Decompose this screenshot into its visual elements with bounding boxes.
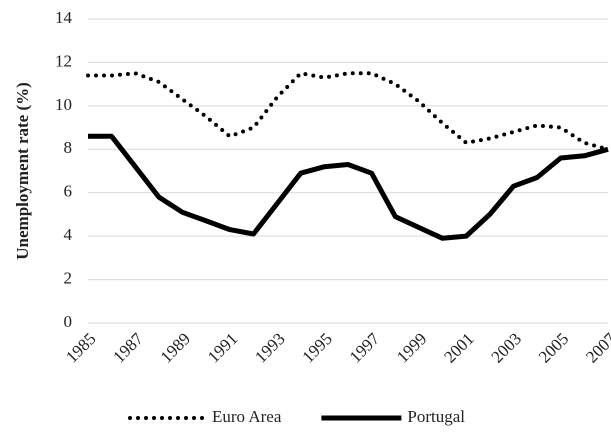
legend-label: Portugal	[407, 407, 465, 426]
y-tick-label: 14	[55, 8, 73, 27]
y-axis-title: Unemployment rate (%)	[13, 82, 32, 260]
y-tick-label: 0	[64, 312, 73, 331]
x-tick-label: 1989	[157, 329, 194, 366]
x-tick-label: 1987	[109, 329, 147, 367]
y-tick-label: 10	[55, 95, 72, 114]
x-tick-label: 1985	[62, 329, 99, 366]
line-series	[86, 71, 610, 152]
x-tick-label: 1997	[346, 329, 384, 367]
y-tick-label: 8	[64, 138, 73, 157]
x-tick-label: 1999	[393, 329, 430, 366]
x-tick-label: 1995	[298, 329, 335, 366]
y-tick-label: 12	[55, 51, 72, 70]
x-tick-label: 1991	[204, 329, 241, 366]
y-tick-label: 2	[64, 268, 73, 287]
y-tick-label: 6	[64, 182, 73, 201]
x-tick-label: 2005	[535, 329, 572, 366]
x-tick-label: 2007	[582, 329, 611, 367]
x-tick-label: 2001	[440, 329, 477, 366]
legend-label: Euro Area	[212, 407, 282, 426]
x-tick-label: 2003	[488, 329, 525, 366]
line-series	[88, 133, 609, 241]
x-tick-label: 1993	[251, 329, 288, 366]
y-tick-label: 4	[64, 225, 73, 244]
